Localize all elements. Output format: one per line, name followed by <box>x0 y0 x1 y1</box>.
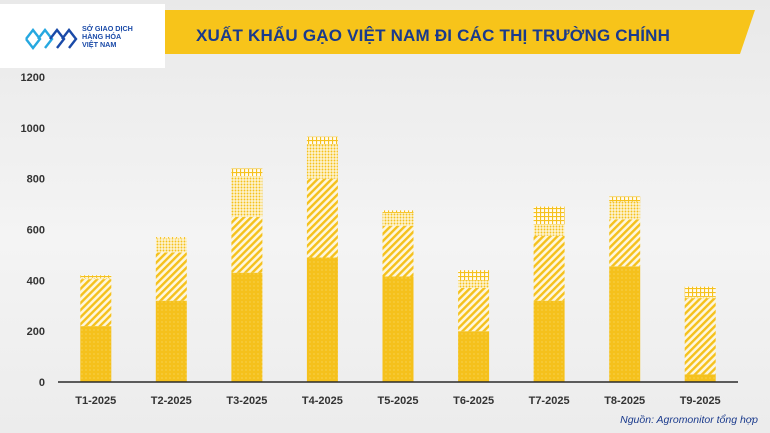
bar-segment-2 <box>684 298 716 375</box>
bar-segment-1 <box>306 257 338 382</box>
bar-segment-3 <box>382 213 414 226</box>
bar-segment-3 <box>684 296 716 299</box>
bar-segment-1 <box>609 266 641 382</box>
logo-text: SỞ GIAO DỊCH HÀNG HÓA VIỆT NAM <box>82 24 133 49</box>
bar-segment-2 <box>155 252 187 301</box>
bar-segment-4 <box>155 237 187 239</box>
bar-segment-3 <box>155 238 187 253</box>
bar-segment-3 <box>80 277 112 280</box>
x-tick-label: T1-2025 <box>75 395 116 407</box>
bar-segment-1 <box>231 272 263 382</box>
logo-chevron-icon <box>25 28 78 50</box>
bar-segment-3 <box>306 144 338 179</box>
bar-segment-4 <box>231 168 263 177</box>
chart-title: XUẤT KHẨU GẠO VIỆT NAM ĐI CÁC THỊ TRƯỜNG… <box>196 26 671 45</box>
bar-segment-4 <box>458 270 490 281</box>
bar-segment-4 <box>80 275 112 278</box>
title-bar <box>165 10 755 54</box>
x-tick-label: T8-2025 <box>604 395 645 407</box>
y-tick-label: 200 <box>27 326 45 338</box>
bar-segment-1 <box>533 300 565 382</box>
y-tick-label: 1200 <box>21 72 45 84</box>
y-tick-label: 800 <box>27 174 45 186</box>
bar-segment-1 <box>458 331 490 382</box>
bar-segment-3 <box>458 280 490 288</box>
y-tick-label: 400 <box>27 275 45 287</box>
y-tick-label: 0 <box>39 377 45 389</box>
x-tick-label: T4-2025 <box>302 395 343 407</box>
bar-segment-4 <box>382 210 414 213</box>
bar-segment-1 <box>80 326 112 382</box>
bar-segment-1 <box>684 374 716 382</box>
x-tick-label: T2-2025 <box>151 395 192 407</box>
bar-segment-2 <box>306 178 338 258</box>
bar-segment-2 <box>231 216 263 273</box>
x-tick-label: T5-2025 <box>378 395 419 407</box>
bar-segment-4 <box>684 286 716 297</box>
source-note: Nguồn: Agromonitor tổng hợp <box>620 414 758 426</box>
bar-segment-4 <box>609 196 641 202</box>
y-tick-label: 1000 <box>21 123 45 135</box>
bar-segment-2 <box>533 235 565 301</box>
x-tick-label: T9-2025 <box>680 395 721 407</box>
x-tick-label: T7-2025 <box>529 395 570 407</box>
logo: SỞ GIAO DỊCH HÀNG HÓA VIỆT NAM <box>0 4 165 68</box>
bar-segment-2 <box>382 225 414 277</box>
x-tick-label: T3-2025 <box>226 395 267 407</box>
bar-segment-1 <box>382 276 414 382</box>
bar-segment-1 <box>155 300 187 382</box>
bar-segment-3 <box>533 224 565 236</box>
header: SỞ GIAO DỊCH HÀNG HÓA VIỆT NAM XUẤT KHẨU… <box>0 0 770 68</box>
y-tick-label: 600 <box>27 225 45 237</box>
bar-segment-2 <box>609 219 641 267</box>
bar-segment-2 <box>80 279 112 327</box>
bar-segment-4 <box>306 136 338 145</box>
bar-segment-2 <box>458 288 490 332</box>
bar-segment-4 <box>533 206 565 225</box>
x-tick-label: T6-2025 <box>453 395 494 407</box>
bar-segment-3 <box>231 176 263 217</box>
bar-segment-3 <box>609 201 641 220</box>
